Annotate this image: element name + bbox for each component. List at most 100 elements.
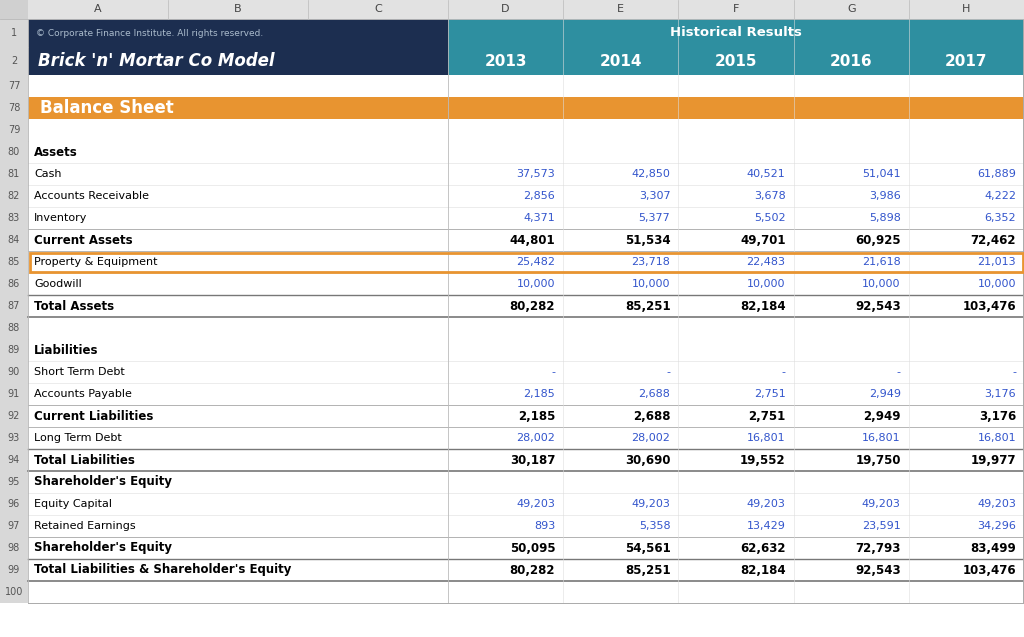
Text: G: G (847, 4, 855, 15)
Bar (0, 119, 28, 141)
Bar (0, 493, 28, 515)
Text: 92: 92 (8, 411, 20, 421)
Bar (0, 559, 28, 581)
Text: Cash: Cash (34, 169, 61, 179)
Text: Balance Sheet: Balance Sheet (40, 99, 174, 117)
Text: 61,889: 61,889 (977, 169, 1016, 179)
Text: 2,856: 2,856 (523, 191, 555, 201)
Text: Total Liabilities & Shareholder's Equity: Total Liabilities & Shareholder's Equity (34, 564, 292, 576)
Bar (28, 361, 1024, 383)
Text: 6,352: 6,352 (984, 213, 1016, 223)
Bar (28, 339, 1024, 361)
Text: © Corporate Finance Institute. All rights reserved.: © Corporate Finance Institute. All right… (36, 29, 263, 38)
Text: 34,296: 34,296 (977, 521, 1016, 531)
Text: Equity Capital: Equity Capital (34, 499, 112, 509)
Bar (0, 383, 28, 405)
Text: 5,377: 5,377 (639, 213, 671, 223)
Bar (28, 537, 1024, 559)
Text: 97: 97 (8, 521, 20, 531)
Text: 19,552: 19,552 (740, 454, 785, 466)
Text: A: A (94, 4, 101, 15)
Text: 16,801: 16,801 (862, 433, 901, 443)
Text: -: - (551, 367, 555, 377)
Bar (449, 47, 1024, 75)
Text: 2,688: 2,688 (639, 389, 671, 399)
Bar (0, 163, 28, 185)
Text: Accounts Receivable: Accounts Receivable (34, 191, 150, 201)
Text: 84: 84 (8, 235, 20, 245)
Text: 51,534: 51,534 (625, 234, 671, 247)
Text: 49,701: 49,701 (740, 234, 785, 247)
Text: 82,184: 82,184 (740, 299, 785, 313)
Text: 13,429: 13,429 (746, 521, 785, 531)
Text: 25,482: 25,482 (516, 257, 555, 267)
Text: 83: 83 (8, 213, 20, 223)
Text: 1: 1 (11, 28, 17, 38)
Text: 3,176: 3,176 (979, 410, 1016, 422)
Text: 103,476: 103,476 (963, 299, 1016, 313)
Text: 98: 98 (8, 543, 20, 553)
Text: 94: 94 (8, 455, 20, 465)
Text: 4,222: 4,222 (984, 191, 1016, 201)
Text: 16,801: 16,801 (977, 433, 1016, 443)
Text: 10,000: 10,000 (517, 279, 555, 289)
Text: D: D (502, 4, 510, 15)
Text: 83,499: 83,499 (971, 541, 1016, 554)
Text: Short Term Debt: Short Term Debt (34, 367, 125, 377)
Text: 3,307: 3,307 (639, 191, 671, 201)
Text: 2,185: 2,185 (518, 410, 555, 422)
Text: 72,462: 72,462 (971, 234, 1016, 247)
Bar (28, 515, 1024, 537)
Text: 2,751: 2,751 (749, 410, 785, 422)
Text: 103,476: 103,476 (963, 564, 1016, 576)
Text: 893: 893 (534, 521, 555, 531)
Bar (0, 471, 28, 493)
Text: 85: 85 (8, 257, 20, 267)
Bar (0, 251, 28, 273)
Text: 81: 81 (8, 169, 20, 179)
Bar (28, 75, 1024, 97)
Text: 54,561: 54,561 (625, 541, 671, 554)
Text: 10,000: 10,000 (632, 279, 671, 289)
Text: Current Liabilities: Current Liabilities (34, 410, 154, 422)
Bar (0, 141, 28, 163)
Bar (28, 19, 449, 47)
Text: 19,750: 19,750 (855, 454, 901, 466)
Bar (28, 273, 1024, 295)
Text: 93: 93 (8, 433, 20, 443)
Bar (0, 19, 28, 47)
Bar (0, 0, 28, 19)
Text: 79: 79 (8, 125, 20, 135)
Text: F: F (733, 4, 739, 15)
Text: Shareholder's Equity: Shareholder's Equity (34, 475, 172, 489)
Bar (28, 405, 1024, 427)
Text: 86: 86 (8, 279, 20, 289)
Text: C: C (374, 4, 382, 15)
Text: 40,521: 40,521 (746, 169, 785, 179)
Text: 82,184: 82,184 (740, 564, 785, 576)
Bar (28, 449, 1024, 471)
Text: 92,543: 92,543 (855, 299, 901, 313)
Text: 5,898: 5,898 (869, 213, 901, 223)
Text: 28,002: 28,002 (516, 433, 555, 443)
Text: 42,850: 42,850 (632, 169, 671, 179)
Text: 62,632: 62,632 (740, 541, 785, 554)
Text: 10,000: 10,000 (978, 279, 1016, 289)
Text: 80,282: 80,282 (510, 564, 555, 576)
Text: 99: 99 (8, 565, 20, 575)
Text: Assets: Assets (34, 145, 78, 159)
Text: 2,185: 2,185 (523, 389, 555, 399)
Text: Total Assets: Total Assets (34, 299, 114, 313)
Bar (30, 252, 1023, 271)
Text: 21,618: 21,618 (862, 257, 901, 267)
Text: 100: 100 (5, 587, 24, 597)
Bar (0, 75, 28, 97)
Bar (0, 581, 28, 603)
Text: Brick 'n' Mortar Co Model: Brick 'n' Mortar Co Model (38, 52, 274, 70)
Bar (28, 119, 1024, 141)
Bar (0, 317, 28, 339)
Text: 2016: 2016 (829, 54, 872, 69)
Text: -: - (897, 367, 901, 377)
Bar (28, 207, 1024, 229)
Bar (0, 361, 28, 383)
